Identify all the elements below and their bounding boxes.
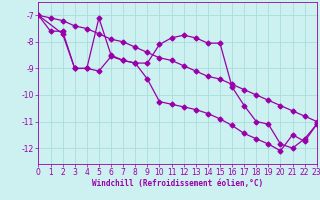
X-axis label: Windchill (Refroidissement éolien,°C): Windchill (Refroidissement éolien,°C) bbox=[92, 179, 263, 188]
